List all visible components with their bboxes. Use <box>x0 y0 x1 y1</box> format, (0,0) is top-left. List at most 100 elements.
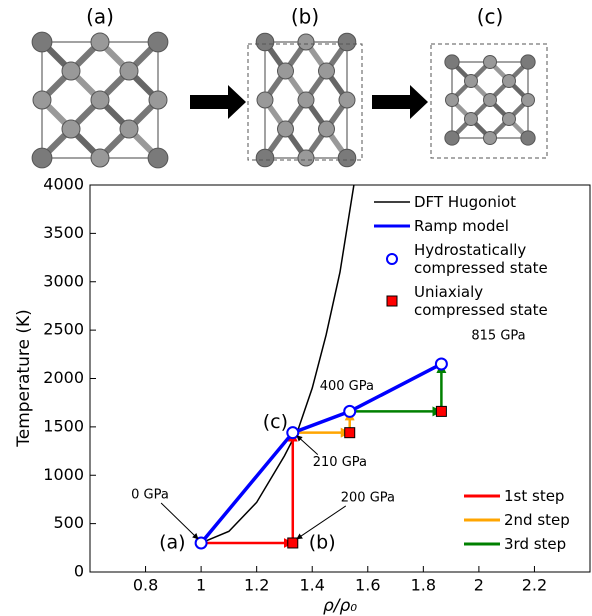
legend-key <box>464 542 500 546</box>
atom <box>148 90 168 110</box>
y-axis-label: Temperature (K) <box>14 309 34 448</box>
legend-swatch <box>386 295 398 307</box>
legend-key <box>464 494 500 498</box>
atom <box>338 91 356 109</box>
legend-item: Hydrostatically compressed state <box>370 241 579 277</box>
legend-label: 1st step <box>504 487 565 505</box>
cell-box <box>247 43 363 161</box>
x-axis-label: ρ/ρ₀ <box>323 596 357 616</box>
x-tick-label: 1 <box>196 576 206 595</box>
legend-swatch <box>386 253 398 265</box>
atom <box>255 32 275 52</box>
annotation-arrow <box>296 435 319 456</box>
atom <box>90 148 110 168</box>
annotation-arrow <box>296 505 347 540</box>
atom <box>337 32 357 52</box>
atom <box>31 147 53 169</box>
annotation: 200 GPa <box>341 490 395 505</box>
annotation: (b) <box>309 531 336 553</box>
crystal-structures <box>31 31 536 169</box>
ramp-line <box>199 362 443 545</box>
legend-key <box>374 224 410 228</box>
atom <box>61 119 81 139</box>
panel-label: (b) <box>291 5 319 29</box>
legend-label: DFT Hugoniot <box>414 193 517 211</box>
hydrostatic-point <box>343 404 357 418</box>
annotation-arrow <box>160 502 199 540</box>
y-tick-label: 3500 <box>43 223 84 242</box>
legend: 1st step 2nd step 3rd step <box>460 487 592 559</box>
legend-item: 1st step <box>460 487 592 505</box>
atom <box>444 54 460 70</box>
atom <box>520 130 536 146</box>
atom <box>483 131 497 145</box>
x-tick-label: 1.8 <box>411 576 436 595</box>
y-tick-label: 4000 <box>43 175 84 194</box>
y-tick-label: 2000 <box>43 368 84 387</box>
annotation: 400 GPa <box>320 379 374 394</box>
atom <box>32 90 52 110</box>
annotation: 0 GPa <box>131 487 169 502</box>
legend-item: Uniaxialy compressed state <box>370 283 579 319</box>
legend-key <box>386 295 398 307</box>
x-tick-label: 1.2 <box>244 576 269 595</box>
y-tick-label: 3000 <box>43 271 84 290</box>
atom <box>90 90 110 110</box>
atom <box>464 74 478 88</box>
atom <box>90 32 110 52</box>
atom <box>483 55 497 69</box>
annotation: 815 GPa <box>471 328 525 343</box>
legend-item: DFT Hugoniot <box>370 193 579 211</box>
atom <box>502 112 516 126</box>
atom <box>255 148 275 168</box>
panel-label: (a) <box>86 5 114 29</box>
atom <box>256 91 274 109</box>
legend-label: Ramp model <box>414 217 509 235</box>
legend-label: Hydrostatically compressed state <box>414 241 548 277</box>
atom <box>318 120 335 138</box>
atom <box>521 93 535 107</box>
x-tick-label: 1.6 <box>355 576 380 595</box>
legend-item: Ramp model <box>370 217 579 235</box>
atom <box>297 91 315 109</box>
legend-item: 2nd step <box>460 511 592 529</box>
y-tick-label: 1500 <box>43 416 84 435</box>
cell-box <box>430 43 548 159</box>
legend-label: Uniaxialy compressed state <box>414 283 548 319</box>
uniaxial-point <box>435 405 447 417</box>
hugoniot-line <box>200 185 355 544</box>
atom <box>31 31 53 53</box>
y-tick-label: 1000 <box>43 465 84 484</box>
atom <box>147 31 169 53</box>
atom <box>297 33 315 51</box>
legend-key <box>374 201 410 203</box>
x-tick-label: 2.2 <box>522 576 547 595</box>
uniaxial-point <box>344 427 356 439</box>
atom <box>119 61 139 81</box>
atom <box>520 54 536 70</box>
annotation: 210 GPa <box>313 455 367 470</box>
x-tick-label: 1.4 <box>299 576 324 595</box>
atom <box>445 93 459 107</box>
hydrostatic-point <box>434 357 448 371</box>
atom <box>337 148 357 168</box>
panel-label: (c) <box>477 5 504 29</box>
atom <box>277 120 294 138</box>
atom <box>147 147 169 169</box>
y-tick-label: 2500 <box>43 320 84 339</box>
atom <box>318 62 335 80</box>
y-tick-label: 0 <box>74 562 84 581</box>
atom <box>502 74 516 88</box>
atom <box>61 61 81 81</box>
atom <box>483 93 497 107</box>
legend-item: 3rd step <box>460 535 592 553</box>
x-tick-label: 0.8 <box>133 576 158 595</box>
y-tick-label: 500 <box>53 513 84 532</box>
atom <box>464 112 478 126</box>
hydrostatic-point <box>194 536 208 550</box>
atom <box>277 62 294 80</box>
annotation: (a) <box>159 531 185 553</box>
hydrostatic-point <box>286 426 300 440</box>
